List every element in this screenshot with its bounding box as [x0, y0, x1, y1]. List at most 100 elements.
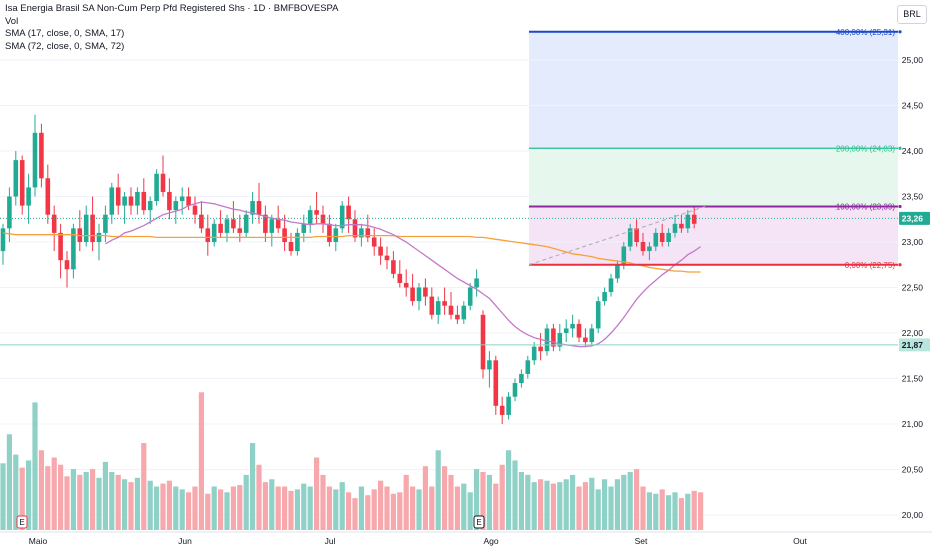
- price-tick-label: 24,00: [902, 146, 924, 156]
- volume-bar: [525, 474, 531, 530]
- candle-body: [378, 246, 383, 256]
- fib-zone-upper: [529, 31, 898, 149]
- candle-body: [666, 232, 671, 242]
- volume-bar: [198, 392, 204, 530]
- volume-bar: [314, 457, 320, 530]
- fib-level-label: 100,00% (23,39): [836, 203, 895, 212]
- price-tick-label: 21,00: [902, 419, 924, 429]
- candle-body: [90, 214, 95, 242]
- candle-body: [64, 260, 70, 270]
- candle-body: [634, 228, 639, 242]
- volume-bar: [19, 467, 25, 530]
- indicator-sma17: SMA (17, close, 0, SMA, 17): [5, 28, 125, 39]
- volume-bar: [320, 474, 326, 530]
- volume-bar: [666, 495, 672, 530]
- trend-line: [528, 206, 706, 266]
- candle-body: [391, 260, 396, 274]
- candle-body: [339, 205, 345, 229]
- candle-body: [615, 264, 620, 279]
- candle-body: [679, 223, 684, 229]
- volume-bar: [538, 479, 544, 530]
- candle-body: [352, 219, 358, 238]
- volume-bar: [698, 492, 704, 530]
- fib-zones: [529, 31, 898, 265]
- volume-bar: [90, 469, 96, 530]
- volume-bar: [390, 493, 396, 530]
- earnings-marker-label: E: [476, 518, 481, 527]
- candle-body: [275, 219, 281, 229]
- fib-level-label: 0,00% (22,75): [845, 261, 896, 270]
- volume-bar: [557, 482, 563, 530]
- volume-bar: [339, 482, 345, 530]
- candle-body: [314, 210, 319, 215]
- candle-body: [531, 346, 537, 361]
- volume-bar: [211, 486, 217, 530]
- candle-body: [512, 383, 518, 397]
- price-tick-label: 22,50: [902, 283, 924, 293]
- volume-bar: [506, 450, 512, 530]
- volume-bar: [397, 492, 403, 530]
- moving-averages: [2, 201, 701, 348]
- candle-body: [45, 178, 51, 215]
- earnings-marker: [16, 515, 28, 529]
- volume-bar: [186, 492, 192, 530]
- candle-body: [263, 214, 268, 233]
- volume-bar: [384, 486, 390, 530]
- volume-bar: [102, 461, 108, 530]
- volume-bar: [563, 479, 569, 530]
- candle-body: [397, 273, 403, 283]
- candle-body: [461, 305, 467, 320]
- price-tick-label: 20,50: [902, 465, 924, 475]
- candle-body: [295, 232, 300, 252]
- candle-body: [0, 228, 6, 252]
- time-tick-label: Set: [635, 536, 648, 546]
- candle-body: [557, 333, 563, 347]
- candle-body: [13, 160, 19, 197]
- candle-body: [570, 323, 575, 329]
- earnings-marker-label: E: [19, 518, 24, 527]
- candle-body: [96, 232, 102, 242]
- time-tick-label: Out: [793, 536, 807, 546]
- fib-zone-middle: [529, 148, 898, 207]
- volume-bar: [634, 469, 640, 530]
- currency-button[interactable]: BRL: [897, 5, 927, 24]
- candle-body: [192, 205, 198, 215]
- candle-body: [608, 278, 614, 293]
- volume-bar: [224, 492, 230, 530]
- fib-axis-dot: [898, 204, 902, 209]
- volume-bar: [435, 450, 441, 530]
- volume-bar: [358, 486, 364, 530]
- candle-body: [647, 246, 652, 252]
- price-tag-label: 23,26: [902, 213, 924, 223]
- candle-body: [71, 228, 76, 270]
- volume-bar: [442, 466, 448, 530]
- volume-bar: [262, 482, 268, 530]
- volume-bar: [346, 492, 352, 530]
- candle-body: [563, 328, 569, 333]
- candle-body: [371, 237, 377, 247]
- volume-bar: [294, 489, 300, 530]
- candle-body: [691, 214, 697, 224]
- volume-bar: [467, 492, 473, 530]
- volume-bar: [256, 464, 262, 530]
- candle-body: [307, 210, 313, 224]
- volume-bars: [0, 392, 704, 530]
- price-tag: [899, 211, 930, 225]
- volume-bar: [96, 477, 102, 530]
- volume-bar: [582, 482, 588, 530]
- candle-body: [410, 287, 415, 302]
- price-tick-label: 24,50: [902, 101, 924, 111]
- indicator-vol: Vol: [5, 15, 19, 27]
- volume-bar: [614, 479, 620, 530]
- candle-body: [39, 132, 44, 179]
- candle-body: [147, 201, 153, 211]
- volume-bar: [141, 443, 147, 530]
- volume-bar: [45, 466, 51, 530]
- volume-bar: [595, 489, 601, 530]
- candle-body: [583, 337, 588, 343]
- candle-body: [499, 405, 505, 415]
- fibonacci-extension: 400,00% (25,31) 200,00% (24,03) 100,00% (2…: [0, 28, 898, 346]
- candle-body: [621, 246, 627, 265]
